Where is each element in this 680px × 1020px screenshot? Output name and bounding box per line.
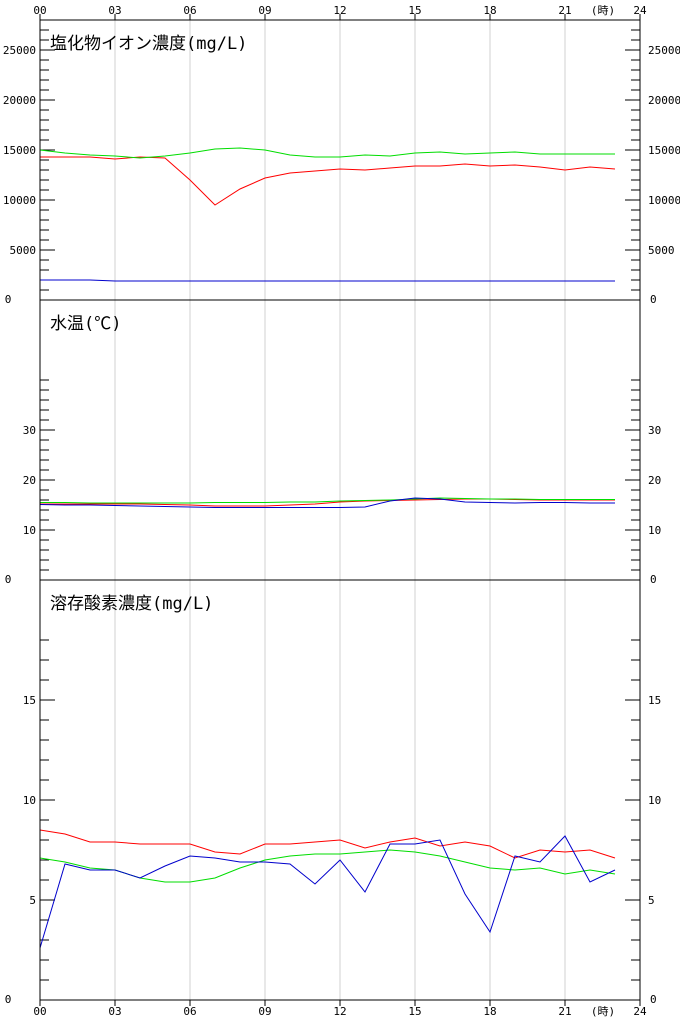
x-tick-label-bottom: 09: [258, 1005, 271, 1018]
y-tick-label-left: 10000: [3, 194, 36, 207]
y-tick-label-left: 25000: [3, 44, 36, 57]
x-tick-label-top: 03: [108, 4, 121, 17]
x-tick-label-top: 24: [633, 4, 647, 17]
x-tick-label-top: 15: [408, 4, 421, 17]
series-line: [39, 835, 616, 949]
x-tick-label-top: 18: [483, 4, 496, 17]
y-tick-label-right: 20: [648, 474, 661, 487]
y-tick-label-right: 0: [650, 993, 657, 1006]
x-tick-label-bottom: 24: [633, 1005, 647, 1018]
y-tick-label-right: 20000: [648, 94, 680, 107]
x-tick-label-top: 06: [183, 4, 196, 17]
y-tick-label-right: 5000: [648, 244, 675, 257]
x-tick-label-top: 21: [558, 4, 571, 17]
series-line: [39, 849, 616, 883]
y-tick-label-left: 10: [23, 794, 36, 807]
x-tick-label-bottom: 15: [408, 1005, 421, 1018]
x-tick-label-top: 12: [333, 4, 346, 17]
y-tick-label-left: 0: [5, 573, 12, 586]
x-tick-label-bottom: 12: [333, 1005, 346, 1018]
y-tick-label-left: 20: [23, 474, 36, 487]
x-tick-label-top: 00: [33, 4, 46, 17]
x-tick-label-bottom: 21: [558, 1005, 571, 1018]
panel-title: 溶存酸素濃度(mg/L): [50, 594, 213, 614]
y-tick-label-right: 0: [650, 293, 657, 306]
y-tick-label-left: 15000: [3, 144, 36, 157]
y-tick-label-right: 30: [648, 424, 661, 437]
y-tick-label-right: 25000: [648, 44, 680, 57]
y-tick-label-left: 15: [23, 694, 36, 707]
panel-title: 水温(℃): [50, 314, 121, 334]
x-tick-label-bottom: 06: [183, 1005, 196, 1018]
panel-1: [39, 299, 641, 581]
y-tick-label-right: 10: [648, 794, 661, 807]
y-tick-label-right: 15: [648, 694, 661, 707]
series-line: [40, 279, 615, 282]
x-tick-label-bottom: 18: [483, 1005, 496, 1018]
x-tick-label-bottom: 00: [33, 1005, 46, 1018]
panel-0: [39, 19, 641, 301]
y-tick-label-right: 10: [648, 524, 661, 537]
series-line: [39, 497, 615, 508]
panel-2: [39, 579, 641, 1001]
series-line: [40, 497, 615, 504]
y-tick-label-left: 5: [29, 894, 36, 907]
y-tick-label-right: 10000: [648, 194, 680, 207]
x-tick-label-bottom: 03: [108, 1005, 121, 1018]
y-tick-label-left: 0: [5, 293, 12, 306]
y-tick-label-right: 15000: [648, 144, 680, 157]
y-tick-label-right: 0: [650, 573, 657, 586]
panel-title: 塩化物イオン濃度(mg/L): [50, 34, 247, 54]
x-tick-label-top: 09: [258, 4, 271, 17]
y-tick-label-left: 0: [5, 993, 12, 1006]
x-unit-label-bottom: (時): [591, 1005, 615, 1018]
y-tick-label-right: 5: [648, 894, 655, 907]
series-line: [39, 147, 615, 159]
y-tick-label-left: 30: [23, 424, 36, 437]
y-tick-label-left: 5000: [10, 244, 37, 257]
series-line: [40, 156, 616, 206]
y-tick-label-left: 10: [23, 524, 36, 537]
x-unit-label-top: (時): [591, 4, 615, 17]
y-tick-label-left: 20000: [3, 94, 36, 107]
